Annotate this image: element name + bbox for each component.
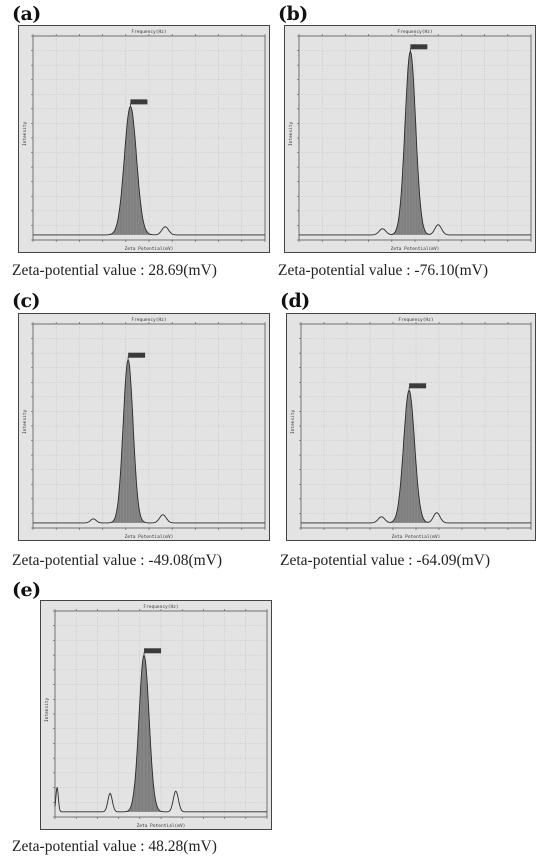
panel-letter: (e)	[12, 579, 41, 601]
panel-letter: (a)	[12, 3, 41, 25]
caption-b: Zeta-potential value : -76.10(mV)	[278, 262, 489, 279]
top-axis-title: Frequency(Hz)	[397, 29, 432, 35]
top-axis-title: Frequency(Hz)	[131, 29, 166, 35]
y-axis-title: Intensity	[288, 121, 294, 146]
chart-svg: Frequency(Hz) Zeta Potential(mV) Intensity	[22, 29, 266, 252]
chart-svg: Frequency(Hz) Zeta Potential(mV) Intensity	[290, 317, 532, 540]
peak-fill	[122, 655, 165, 812]
peak-fill	[107, 359, 149, 523]
data-curve	[33, 105, 265, 236]
data-curve	[301, 389, 531, 524]
peak-marker-flag	[409, 383, 427, 389]
bottom-axis-title: Zeta Potential(mV)	[125, 246, 174, 252]
data-curve	[33, 358, 265, 524]
panel-letter: (c)	[12, 290, 41, 312]
peak-marker-flag	[410, 44, 428, 50]
top-axis-title: Frequency(Hz)	[143, 604, 178, 610]
peak-marker-flag	[130, 99, 148, 105]
panel-letter: (d)	[280, 290, 310, 312]
y-axis-title: Intensity	[290, 409, 296, 434]
data-curve	[54, 654, 267, 813]
peak-marker-flag	[128, 352, 146, 358]
top-axis-title: Frequency(Hz)	[131, 317, 166, 323]
chart-c: Frequency(Hz) Zeta Potential(mV) Intensity	[18, 313, 270, 541]
top-axis-title: Frequency(Hz)	[398, 317, 433, 323]
chart-svg: Frequency(Hz) Zeta Potential(mV) Intensity	[22, 317, 266, 540]
chart-b: Frequency(Hz) Zeta Potential(mV) Intensity	[284, 25, 536, 253]
caption-d: Zeta-potential value : -64.09(mV)	[280, 552, 491, 569]
y-axis-title: Intensity	[22, 121, 28, 146]
bottom-axis-title: Zeta Potential(mV)	[392, 534, 441, 540]
bottom-axis-title: Zeta Potential(mV)	[137, 823, 186, 829]
panel-letter: (b)	[278, 3, 308, 25]
peak-marker-flag	[144, 648, 162, 654]
y-axis-title: Intensity	[22, 409, 28, 434]
chart-a: Frequency(Hz) Zeta Potential(mV) Intensity	[18, 25, 270, 253]
data-curve	[299, 50, 531, 236]
chart-d: Frequency(Hz) Zeta Potential(mV) Intensity	[286, 313, 536, 541]
caption-a: Zeta-potential value : 28.69(mV)	[12, 262, 217, 279]
bottom-axis-title: Zeta Potential(mV)	[125, 534, 174, 540]
caption-e: Zeta-potential value : 48.28(mV)	[12, 838, 217, 855]
bottom-axis-title: Zeta Potential(mV)	[391, 246, 440, 252]
chart-svg: Frequency(Hz) Zeta Potential(mV) Intensity	[288, 29, 532, 252]
peak-fill	[104, 106, 156, 235]
y-axis-title: Intensity	[44, 697, 50, 722]
caption-c: Zeta-potential value : -49.08(mV)	[12, 552, 223, 569]
chart-svg: Frequency(Hz) Zeta Potential(mV) Intensity	[44, 604, 268, 829]
chart-e: Frequency(Hz) Zeta Potential(mV) Intensity	[40, 600, 272, 830]
